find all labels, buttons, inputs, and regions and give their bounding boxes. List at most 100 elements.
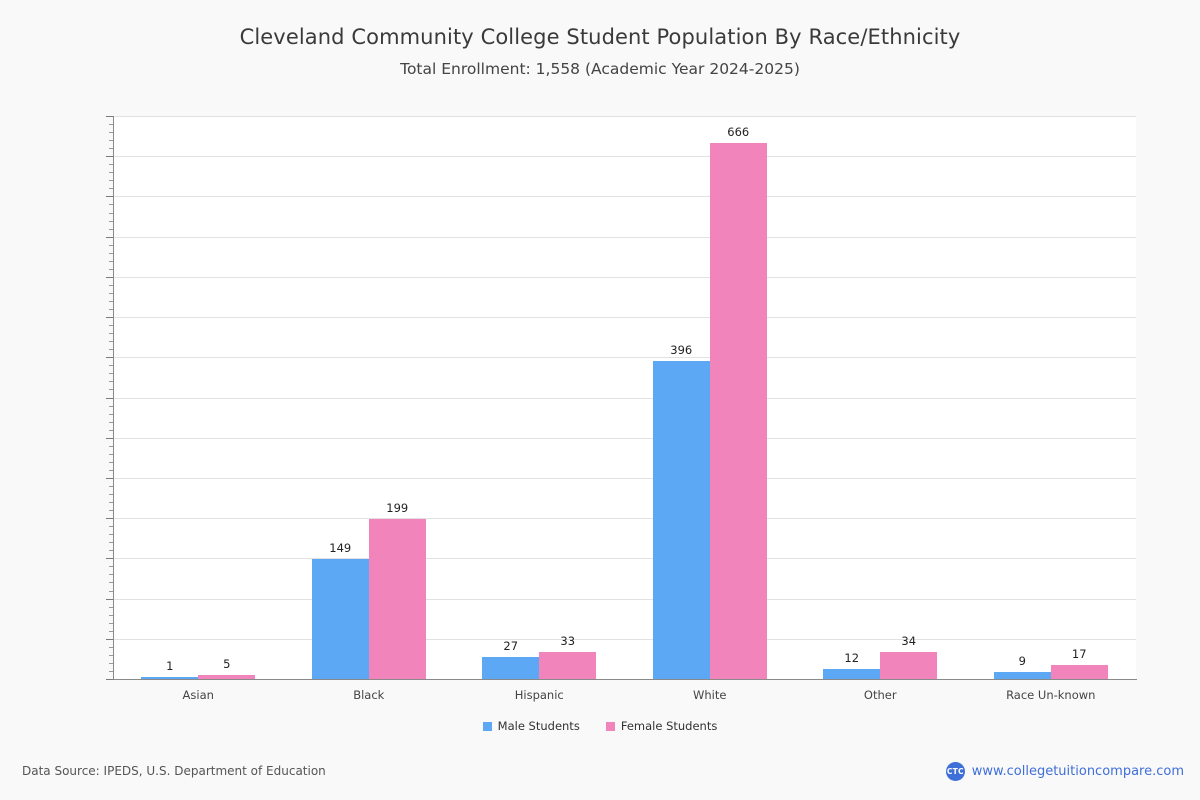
legend-item-female[interactable]: Female Students [605, 719, 717, 733]
bar-female[interactable] [198, 674, 256, 679]
y-tick-minor [109, 502, 113, 504]
bar-female[interactable] [539, 652, 597, 679]
gridline [113, 477, 1136, 479]
x-tick-label: White [693, 688, 727, 702]
y-tick-minor [109, 445, 113, 447]
data-source-text: Data Source: IPEDS, U.S. Department of E… [22, 764, 326, 778]
bar-female[interactable] [368, 518, 426, 679]
bar-value-label: 34 [901, 633, 917, 648]
bar-value-label: 5 [223, 656, 231, 671]
y-tick-major [106, 196, 113, 198]
y-tick-minor [109, 389, 113, 391]
y-tick-minor [109, 349, 113, 351]
y-tick-major [106, 397, 113, 399]
gridline [113, 598, 1136, 600]
gridline [113, 518, 1136, 520]
y-tick-minor [109, 534, 113, 536]
bar-male[interactable] [823, 669, 881, 679]
gridline [113, 156, 1136, 158]
y-tick-minor [109, 268, 113, 270]
y-tick-minor [109, 333, 113, 335]
bar-value-label: 12 [844, 651, 860, 666]
y-tick-minor [109, 188, 113, 190]
y-tick-minor [109, 405, 113, 407]
y-tick-minor [109, 469, 113, 471]
bar-male[interactable] [993, 671, 1051, 679]
y-tick-major [106, 477, 113, 479]
x-tick-label: Asian [182, 688, 214, 702]
y-axis-line [113, 116, 114, 680]
bar-value-label: 149 [329, 541, 352, 556]
y-tick-major [106, 357, 113, 359]
gridline [113, 317, 1136, 319]
y-tick-minor [109, 140, 113, 142]
y-tick-minor [109, 662, 113, 664]
y-tick-major [106, 518, 113, 520]
bar-male[interactable] [482, 657, 540, 679]
brand-footer[interactable]: CTC www.collegetuitioncompare.com [945, 762, 1184, 781]
bar-group: 396 666 [652, 116, 767, 679]
y-tick-minor [109, 164, 113, 166]
y-tick-major [106, 437, 113, 439]
x-tick-label: Race Un-known [1006, 688, 1096, 702]
y-tick-minor [109, 670, 113, 672]
y-tick-minor [109, 124, 113, 126]
y-tick-minor [109, 365, 113, 367]
y-tick-minor [109, 252, 113, 254]
y-tick-minor [109, 212, 113, 214]
y-tick-minor [109, 421, 113, 423]
y-tick-minor [109, 654, 113, 656]
gridline [113, 397, 1136, 399]
y-tick-minor [109, 646, 113, 648]
bar-value-label: 199 [386, 500, 409, 515]
y-tick-minor [109, 413, 113, 415]
y-tick-minor [109, 590, 113, 592]
y-tick-minor [109, 284, 113, 286]
y-tick-minor [109, 494, 113, 495]
bar-value-label: 9 [1018, 653, 1026, 668]
legend-swatch-male-icon [482, 721, 492, 731]
y-tick-major [106, 236, 113, 238]
y-tick-major [106, 558, 113, 560]
legend-swatch-female-icon [605, 721, 615, 731]
y-tick-minor [109, 373, 113, 375]
bar-female[interactable] [709, 143, 767, 679]
bar-female[interactable] [1050, 665, 1108, 679]
bar-group: 12 34 [823, 116, 938, 679]
y-tick-major [106, 598, 113, 600]
legend-item-male[interactable]: Male Students [482, 719, 580, 733]
y-tick-minor [109, 244, 113, 246]
y-tick-minor [109, 180, 113, 182]
plot-area: 1 5 149 199 27 33 396 666 12 34 9 17 [113, 116, 1136, 679]
y-tick-minor [109, 341, 113, 343]
y-tick-minor [109, 526, 113, 528]
gridline [113, 357, 1136, 359]
bar-value-label: 396 [670, 342, 693, 357]
y-tick-minor [109, 606, 113, 608]
y-tick-minor [109, 292, 113, 294]
y-tick-minor [109, 622, 113, 624]
y-tick-major [106, 276, 113, 278]
y-tick-minor [109, 172, 113, 174]
y-tick-minor [109, 381, 113, 383]
y-tick-minor [109, 204, 113, 206]
x-tick-label: Other [863, 688, 897, 702]
y-tick-major [106, 116, 113, 117]
x-axis-line [113, 679, 1137, 680]
chart-title: Cleveland Community College Student Popu… [239, 25, 961, 49]
gridline [113, 116, 1136, 117]
y-tick-minor [109, 220, 113, 222]
brand-url-link[interactable]: www.collegetuitioncompare.com [971, 764, 1184, 779]
y-tick-minor [109, 461, 113, 463]
y-tick-major [106, 317, 113, 319]
bar-male[interactable] [141, 677, 199, 679]
y-tick-minor [109, 550, 113, 552]
y-axis-ticks: 0501001502002503003504004505005506006507… [0, 116, 113, 680]
bar-male[interactable] [652, 360, 710, 679]
bar-female[interactable] [880, 651, 938, 679]
bar-value-label: 27 [503, 639, 519, 654]
bar-group: 149 199 [311, 116, 426, 679]
bar-male[interactable] [311, 559, 369, 679]
